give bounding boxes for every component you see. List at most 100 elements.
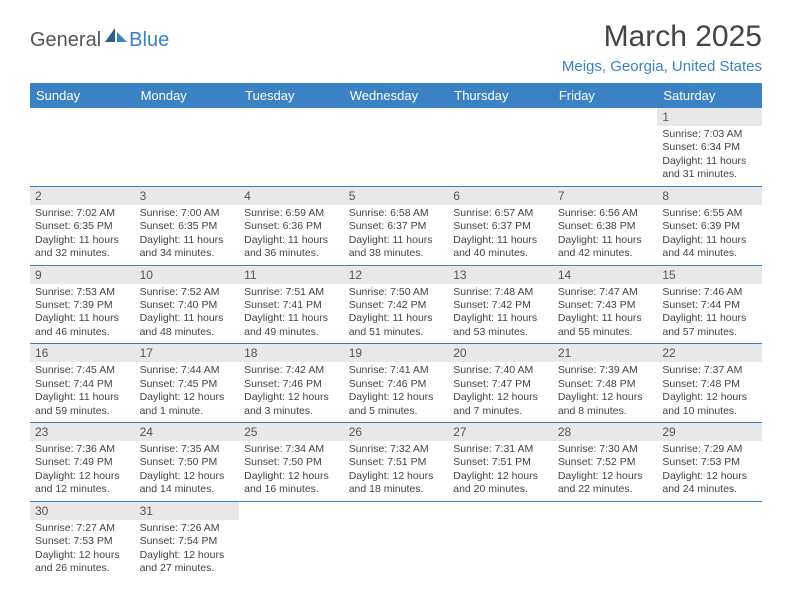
- sunrise-text: Sunrise: 7:47 AM: [558, 286, 653, 299]
- day-details: Sunrise: 7:00 AMSunset: 6:35 PMDaylight:…: [135, 205, 240, 265]
- daylight-text: Daylight: 12 hours and 27 minutes.: [140, 549, 235, 576]
- daylight-text: Daylight: 12 hours and 7 minutes.: [453, 391, 548, 418]
- day-cell: 17Sunrise: 7:44 AMSunset: 7:45 PMDayligh…: [135, 344, 240, 423]
- day-number: 7: [553, 187, 658, 205]
- day-cell: [448, 501, 553, 579]
- day-cell: 8 Sunrise: 6:55 AMSunset: 6:39 PMDaylight…: [657, 186, 762, 265]
- day-number: 29: [657, 423, 762, 441]
- daylight-text: Daylight: 12 hours and 14 minutes.: [140, 470, 235, 497]
- day-cell: 19Sunrise: 7:41 AMSunset: 7:46 PMDayligh…: [344, 344, 449, 423]
- daylight-text: Daylight: 11 hours and 34 minutes.: [140, 234, 235, 261]
- day-cell: 2Sunrise: 7:02 AMSunset: 6:35 PMDaylight…: [30, 186, 135, 265]
- day-cell: 31Sunrise: 7:26 AMSunset: 7:54 PMDayligh…: [135, 501, 240, 579]
- sunrise-text: Sunrise: 7:35 AM: [140, 443, 235, 456]
- day-cell: 23Sunrise: 7:36 AMSunset: 7:49 PMDayligh…: [30, 423, 135, 502]
- day-number: 13: [448, 266, 553, 284]
- daylight-text: Daylight: 11 hours and 55 minutes.: [558, 312, 653, 339]
- day-number: 5: [344, 187, 449, 205]
- sunset-text: Sunset: 7:54 PM: [140, 535, 235, 548]
- day-details: Sunrise: 7:41 AMSunset: 7:46 PMDaylight:…: [344, 362, 449, 422]
- sunset-text: Sunset: 7:41 PM: [244, 299, 339, 312]
- page-header: General Blue March 2025 Meigs, Georgia, …: [30, 20, 762, 75]
- sunrise-text: Sunrise: 7:37 AM: [662, 364, 757, 377]
- sunset-text: Sunset: 6:35 PM: [35, 220, 130, 233]
- day-details: Sunrise: 6:57 AMSunset: 6:37 PMDaylight:…: [448, 205, 553, 265]
- sunrise-text: Sunrise: 7:50 AM: [349, 286, 444, 299]
- logo-text-blue: Blue: [129, 29, 169, 52]
- col-sunday: Sunday: [30, 83, 135, 108]
- day-cell: [30, 108, 135, 186]
- day-number: 28: [553, 423, 658, 441]
- day-details: Sunrise: 7:39 AMSunset: 7:48 PMDaylight:…: [553, 362, 658, 422]
- day-cell: 12Sunrise: 7:50 AMSunset: 7:42 PMDayligh…: [344, 265, 449, 344]
- day-cell: 21Sunrise: 7:39 AMSunset: 7:48 PMDayligh…: [553, 344, 658, 423]
- daylight-text: Daylight: 11 hours and 31 minutes.: [662, 155, 757, 182]
- sunrise-text: Sunrise: 7:52 AM: [140, 286, 235, 299]
- day-cell: 11Sunrise: 7:51 AMSunset: 7:41 PMDayligh…: [239, 265, 344, 344]
- day-number: 12: [344, 266, 449, 284]
- day-cell: 16Sunrise: 7:45 AMSunset: 7:44 PMDayligh…: [30, 344, 135, 423]
- sunset-text: Sunset: 7:50 PM: [140, 456, 235, 469]
- sunrise-text: Sunrise: 7:02 AM: [35, 207, 130, 220]
- week-row: 2Sunrise: 7:02 AMSunset: 6:35 PMDaylight…: [30, 186, 762, 265]
- day-number: 30: [30, 502, 135, 520]
- week-row: 9Sunrise: 7:53 AMSunset: 7:39 PMDaylight…: [30, 265, 762, 344]
- daylight-text: Daylight: 11 hours and 48 minutes.: [140, 312, 235, 339]
- day-details: Sunrise: 7:29 AMSunset: 7:53 PMDaylight:…: [657, 441, 762, 501]
- sunrise-text: Sunrise: 7:00 AM: [140, 207, 235, 220]
- day-cell: 14Sunrise: 7:47 AMSunset: 7:43 PMDayligh…: [553, 265, 658, 344]
- sunset-text: Sunset: 7:51 PM: [453, 456, 548, 469]
- day-number: 8: [657, 187, 762, 205]
- sunset-text: Sunset: 7:48 PM: [662, 378, 757, 391]
- day-details: Sunrise: 7:42 AMSunset: 7:46 PMDaylight:…: [239, 362, 344, 422]
- sunrise-text: Sunrise: 7:41 AM: [349, 364, 444, 377]
- day-number: 9: [30, 266, 135, 284]
- daylight-text: Daylight: 11 hours and 44 minutes.: [662, 234, 757, 261]
- day-details: Sunrise: 6:59 AMSunset: 6:36 PMDaylight:…: [239, 205, 344, 265]
- sunrise-text: Sunrise: 6:55 AM: [662, 207, 757, 220]
- day-number: 17: [135, 344, 240, 362]
- day-cell: 22Sunrise: 7:37 AMSunset: 7:48 PMDayligh…: [657, 344, 762, 423]
- day-cell: [553, 501, 658, 579]
- day-cell: 4Sunrise: 6:59 AMSunset: 6:36 PMDaylight…: [239, 186, 344, 265]
- day-cell: 26Sunrise: 7:32 AMSunset: 7:51 PMDayligh…: [344, 423, 449, 502]
- sunrise-text: Sunrise: 7:31 AM: [453, 443, 548, 456]
- day-details: Sunrise: 7:47 AMSunset: 7:43 PMDaylight:…: [553, 284, 658, 344]
- day-cell: 1Sunrise: 7:03 AMSunset: 6:34 PMDaylight…: [657, 108, 762, 186]
- day-details: Sunrise: 7:03 AMSunset: 6:34 PMDaylight:…: [657, 126, 762, 186]
- day-number: 20: [448, 344, 553, 362]
- daylight-text: Daylight: 11 hours and 42 minutes.: [558, 234, 653, 261]
- sunset-text: Sunset: 6:39 PM: [662, 220, 757, 233]
- sunset-text: Sunset: 7:42 PM: [349, 299, 444, 312]
- day-details: Sunrise: 7:37 AMSunset: 7:48 PMDaylight:…: [657, 362, 762, 422]
- sunrise-text: Sunrise: 7:44 AM: [140, 364, 235, 377]
- sunrise-text: Sunrise: 6:58 AM: [349, 207, 444, 220]
- sunrise-text: Sunrise: 7:46 AM: [662, 286, 757, 299]
- week-row: 16Sunrise: 7:45 AMSunset: 7:44 PMDayligh…: [30, 344, 762, 423]
- day-details: Sunrise: 7:52 AMSunset: 7:40 PMDaylight:…: [135, 284, 240, 344]
- day-cell: [344, 108, 449, 186]
- col-monday: Monday: [135, 83, 240, 108]
- day-cell: 10Sunrise: 7:52 AMSunset: 7:40 PMDayligh…: [135, 265, 240, 344]
- daylight-text: Daylight: 12 hours and 1 minute.: [140, 391, 235, 418]
- day-details: Sunrise: 7:27 AMSunset: 7:53 PMDaylight:…: [30, 520, 135, 580]
- col-saturday: Saturday: [657, 83, 762, 108]
- day-cell: 5Sunrise: 6:58 AMSunset: 6:37 PMDaylight…: [344, 186, 449, 265]
- sunset-text: Sunset: 7:50 PM: [244, 456, 339, 469]
- daylight-text: Daylight: 12 hours and 24 minutes.: [662, 470, 757, 497]
- sunrise-text: Sunrise: 6:57 AM: [453, 207, 548, 220]
- header-row: Sunday Monday Tuesday Wednesday Thursday…: [30, 83, 762, 108]
- day-number: 4: [239, 187, 344, 205]
- daylight-text: Daylight: 11 hours and 53 minutes.: [453, 312, 548, 339]
- day-details: Sunrise: 7:45 AMSunset: 7:44 PMDaylight:…: [30, 362, 135, 422]
- sunset-text: Sunset: 7:39 PM: [35, 299, 130, 312]
- day-cell: 29Sunrise: 7:29 AMSunset: 7:53 PMDayligh…: [657, 423, 762, 502]
- day-details: Sunrise: 7:35 AMSunset: 7:50 PMDaylight:…: [135, 441, 240, 501]
- day-cell: [344, 501, 449, 579]
- daylight-text: Daylight: 12 hours and 22 minutes.: [558, 470, 653, 497]
- daylight-text: Daylight: 11 hours and 49 minutes.: [244, 312, 339, 339]
- day-cell: [657, 501, 762, 579]
- day-number: 21: [553, 344, 658, 362]
- logo-sail-icon: [105, 26, 127, 49]
- day-cell: 24Sunrise: 7:35 AMSunset: 7:50 PMDayligh…: [135, 423, 240, 502]
